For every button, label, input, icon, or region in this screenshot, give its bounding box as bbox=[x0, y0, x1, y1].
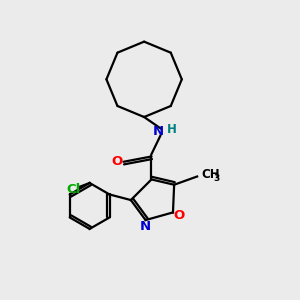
Text: H: H bbox=[167, 123, 176, 136]
Text: CH: CH bbox=[202, 168, 220, 181]
Text: 3: 3 bbox=[213, 174, 220, 183]
Text: Cl: Cl bbox=[66, 183, 81, 196]
Text: O: O bbox=[111, 155, 123, 168]
Text: O: O bbox=[174, 209, 185, 222]
Text: N: N bbox=[140, 220, 151, 233]
Text: N: N bbox=[152, 125, 164, 138]
